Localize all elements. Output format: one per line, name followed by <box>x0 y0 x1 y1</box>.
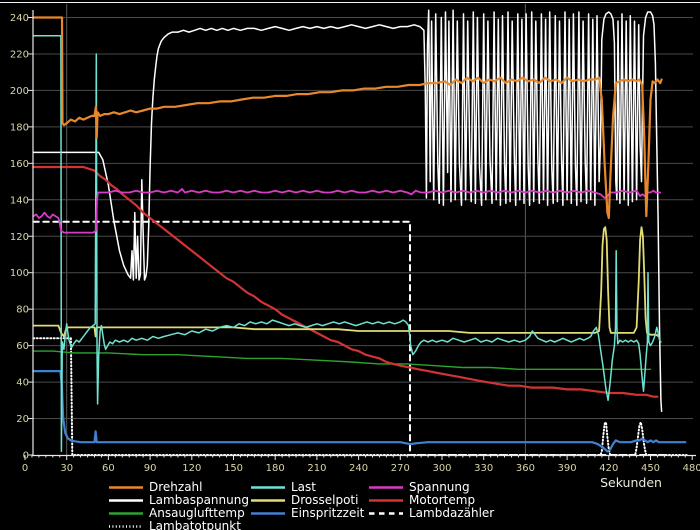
series-motortemp <box>32 165 659 398</box>
y-tick-label-120: 120 <box>10 232 29 243</box>
legend-label-last: Last <box>291 480 316 494</box>
series-ansauglufttemp <box>32 350 652 370</box>
x-tick-label-300: 300 <box>432 463 451 474</box>
legend-swatch-drosselpoti <box>251 499 285 502</box>
x-tick-label-120: 120 <box>182 463 201 474</box>
series-spannung <box>32 187 662 234</box>
x-tick-label-360: 360 <box>516 463 535 474</box>
legend-label-spannung: Spannung <box>409 480 470 494</box>
y-tick-label-160: 160 <box>10 159 29 170</box>
y-tick-label-60: 60 <box>16 341 29 352</box>
legend-item-drehzahl: Drehzahl <box>108 481 249 494</box>
series-lambdazaehler <box>32 220 666 456</box>
y-tick-label-40: 40 <box>16 378 29 389</box>
horizontal-gridlines <box>33 17 693 420</box>
y-tick-label-220: 220 <box>10 49 29 60</box>
axis-ticks <box>24 17 693 460</box>
legend-column-1: Drehzahl Lambaspannung Ansauglufttemp Lamba… <box>108 481 249 530</box>
legend-label-motortemp: Motortemp <box>409 493 476 507</box>
legend-swatch-ansauglufttemp <box>109 512 143 515</box>
legend: Drehzahl Lambaspannung Ansauglufttemp Lamba… <box>0 481 700 530</box>
x-tick-label-240: 240 <box>349 463 368 474</box>
legend-item-lambaspannung: Lambaspannung <box>108 494 249 507</box>
legend-swatch-einspritzzeit <box>251 512 285 515</box>
legend-item-lambdazaehler: Lambdazähler <box>368 507 494 520</box>
legend-label-lambdazaehler: Lambdazähler <box>409 506 495 520</box>
legend-item-lambatotpunkt: Lambatotpunkt <box>108 520 249 530</box>
legend-item-ansauglufttemp: Ansauglufttemp <box>108 507 249 520</box>
y-tick-label-80: 80 <box>16 305 29 316</box>
y-tick-label-180: 180 <box>10 122 29 133</box>
series-drosselpoti <box>32 226 660 338</box>
legend-label-lambaspannung: Lambaspannung <box>149 493 249 507</box>
legend-label-drosselpoti: Drosselpoti <box>291 493 359 507</box>
y-tick-label-140: 140 <box>10 195 29 206</box>
legend-item-spannung: Spannung <box>368 481 494 494</box>
x-tick-label-210: 210 <box>307 463 326 474</box>
x-tick-label-330: 330 <box>474 463 493 474</box>
y-tick-label-240: 240 <box>10 13 29 24</box>
legend-swatch-lambdazaehler <box>369 512 403 515</box>
series-drehzahl <box>32 16 663 220</box>
legend-item-motortemp: Motortemp <box>368 494 494 507</box>
x-tick-label-30: 30 <box>60 463 73 474</box>
legend-column-2: Last Drosselpoti Einspritzzeit <box>250 481 364 520</box>
x-tick-label-150: 150 <box>224 463 243 474</box>
y-tick-label-200: 200 <box>10 86 29 97</box>
series-lambatotpunkt <box>32 337 688 456</box>
legend-swatch-lambaspannung <box>109 499 143 502</box>
series-lines <box>32 9 688 456</box>
x-tick-label-480: 480 <box>683 463 700 474</box>
legend-swatch-motortemp <box>369 499 403 502</box>
legend-swatch-lambatotpunkt <box>109 525 143 528</box>
axis-tick-labels: 0 30 60 90 120 150 180 210 240 270 300 330 360 390 420… <box>10 13 700 474</box>
window-top-border <box>0 2 700 3</box>
y-tick-label-20: 20 <box>16 414 29 425</box>
legend-item-einspritzzeit: Einspritzzeit <box>250 507 364 520</box>
legend-label-drehzahl: Drehzahl <box>149 480 203 494</box>
legend-swatch-spannung <box>369 486 403 489</box>
legend-label-lambatotpunkt: Lambatotpunkt <box>149 519 241 530</box>
legend-item-last: Last <box>250 481 364 494</box>
x-tick-label-60: 60 <box>102 463 115 474</box>
x-tick-label-420: 420 <box>599 463 618 474</box>
legend-item-drosselpoti: Drosselpoti <box>250 494 364 507</box>
x-axis-title: Sekunden <box>600 475 662 490</box>
x-tick-label-450: 450 <box>641 463 660 474</box>
y-tick-label-0: 0 <box>23 451 29 462</box>
series-einspritzzeit <box>32 370 687 453</box>
legend-label-ansauglufttemp: Ansauglufttemp <box>149 506 245 520</box>
series-lambaspannung <box>32 9 663 413</box>
x-tick-label-0: 0 <box>22 463 28 474</box>
x-tick-label-180: 180 <box>266 463 285 474</box>
legend-column-3: Spannung Motortemp Lambdazähler <box>368 481 494 520</box>
x-tick-label-90: 90 <box>144 463 157 474</box>
series-last <box>32 34 662 453</box>
x-tick-label-390: 390 <box>558 463 577 474</box>
y-tick-label-100: 100 <box>10 268 29 279</box>
legend-swatch-last <box>251 486 285 489</box>
legend-label-einspritzzeit: Einspritzzeit <box>291 506 365 520</box>
legend-swatch-drehzahl <box>109 486 143 489</box>
x-tick-label-270: 270 <box>391 463 410 474</box>
